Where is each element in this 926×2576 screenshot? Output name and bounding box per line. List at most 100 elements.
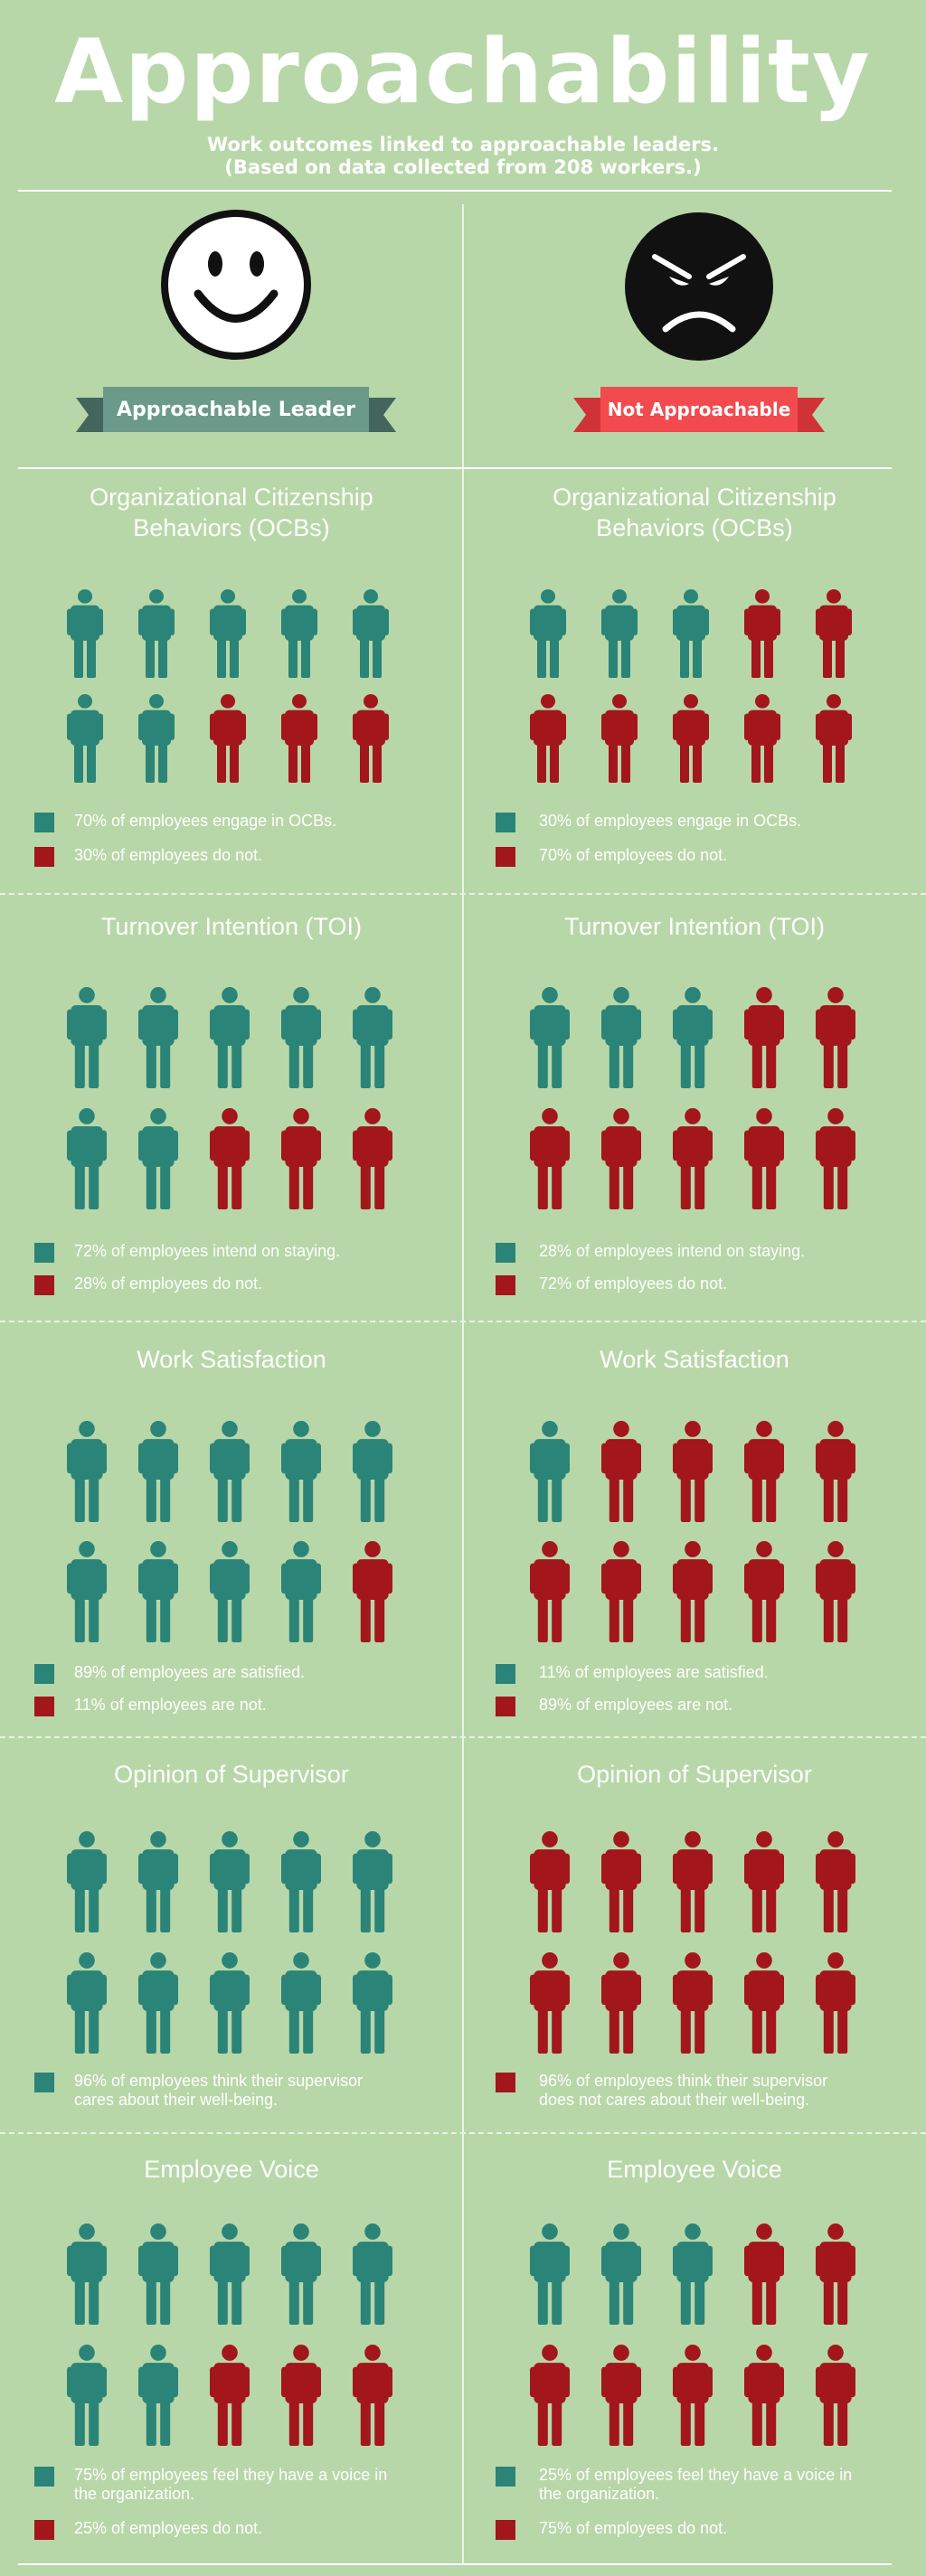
- legend-text: 28% of employees intend on staying.: [539, 1242, 910, 1261]
- legend-swatch-red: [34, 1275, 54, 1295]
- legend-text-line: 96% of employees think their supervisor: [539, 2072, 828, 2090]
- person-icon-red: [673, 1952, 713, 2054]
- person-icon-teal: [673, 589, 709, 678]
- legend-text-line: 75% of employees do not.: [539, 2519, 728, 2537]
- faces-divider: [18, 467, 892, 469]
- person-icon-teal: [138, 694, 175, 783]
- person-icon-teal: [353, 987, 392, 1088]
- section-divider: [0, 893, 926, 895]
- header: Approachability Work outcomes linked to …: [0, 0, 926, 190]
- person-icon-teal: [210, 2223, 250, 2325]
- section-divider: [0, 2132, 926, 2134]
- legend-swatch-red: [34, 2520, 54, 2540]
- person-icon-teal: [138, 987, 178, 1088]
- legend-text: 96% of employees think their supervisor c…: [74, 2072, 445, 2110]
- column-divider: [462, 204, 464, 2563]
- legend-text: 89% of employees are satisfied.: [74, 1663, 445, 1682]
- legend-text-line: 89% of employees are satisfied.: [74, 1663, 306, 1681]
- person-icon-red: [530, 1108, 570, 1209]
- page-subtitle: Work outcomes linked to approachable lea…: [0, 134, 926, 179]
- person-icon-red: [601, 1541, 641, 1642]
- person-icon-red: [281, 694, 317, 783]
- person-icon-teal: [281, 987, 321, 1088]
- person-icon-teal: [281, 1541, 321, 1642]
- person-icon-teal: [67, 1952, 107, 2054]
- section-title: Turnover Intention (TOI): [463, 911, 926, 942]
- person-icon-red: [744, 2345, 784, 2446]
- person-icon-teal: [67, 589, 103, 678]
- section-title: Opinion of Supervisor: [0, 1759, 463, 1790]
- ribbon-approachable: Approachable Leader: [76, 387, 396, 432]
- section-title-line: Organizational Citizenship: [90, 484, 373, 511]
- person-icon-teal: [210, 1421, 250, 1522]
- legend-swatch-red: [496, 847, 515, 867]
- legend-text: 75% of employees do not.: [539, 2519, 910, 2538]
- legend-text: 89% of employees are not.: [539, 1696, 910, 1715]
- person-icon-teal: [67, 1421, 107, 1522]
- section-title-line: Work Satisfaction: [600, 1346, 789, 1373]
- person-icon-red: [816, 1541, 855, 1642]
- person-icon-teal: [353, 1421, 392, 1522]
- person-icon-teal: [353, 1952, 392, 2054]
- legend-swatch-red: [496, 2073, 515, 2092]
- section-title-line: Employee Voice: [607, 2156, 782, 2183]
- person-icon-teal: [67, 987, 107, 1088]
- person-icon-teal: [67, 2223, 107, 2325]
- person-icon-red: [210, 2345, 250, 2446]
- person-icon-red: [816, 1108, 855, 1209]
- legend-text-line: 28% of employees do not.: [74, 1274, 263, 1293]
- person-icon-teal: [673, 2223, 713, 2325]
- legend-text: 25% of employees do not.: [74, 2519, 445, 2538]
- legend-text-line: 25% of employees feel they have a voice …: [539, 2466, 853, 2484]
- person-icon-red: [353, 1541, 392, 1642]
- person-icon-red: [673, 1421, 713, 1522]
- legend-text-line: the organization.: [539, 2485, 660, 2503]
- person-icon-red: [673, 694, 709, 783]
- section-title: Employee Voice: [463, 2154, 926, 2185]
- legend-text-line: 25% of employees do not.: [74, 2519, 263, 2537]
- smiley-face-icon: [161, 210, 311, 360]
- section-divider: [0, 1321, 926, 1322]
- footer-divider: [18, 2563, 892, 2565]
- section-title-line: Opinion of Supervisor: [114, 1761, 349, 1788]
- person-icon-teal: [67, 1831, 107, 1932]
- legend-text: 75% of employees feel they have a voice …: [74, 2466, 445, 2504]
- person-icon-red: [353, 694, 389, 783]
- legend-swatch-teal: [496, 1243, 515, 1263]
- header-divider: [18, 190, 892, 192]
- section-title: Employee Voice: [0, 2154, 463, 2185]
- section-title: Work Satisfaction: [463, 1344, 926, 1375]
- person-icon-teal: [281, 1952, 321, 2054]
- person-icon-teal: [210, 987, 250, 1088]
- person-icon-teal: [601, 987, 641, 1088]
- person-icon-teal: [210, 1831, 250, 1932]
- person-icon-red: [816, 1831, 855, 1932]
- legend-text: 70% of employees do not.: [539, 846, 910, 865]
- person-icon-teal: [530, 1421, 570, 1522]
- legend-swatch-red: [34, 1697, 54, 1716]
- section-title-line: Turnover Intention (TOI): [563, 913, 826, 940]
- legend-swatch-teal: [34, 1243, 54, 1263]
- ribbon-not-approachable-label: Not Approachable: [600, 387, 798, 432]
- page-title: Approachability: [54, 21, 872, 124]
- person-icon-red: [530, 1831, 570, 1932]
- section-divider: [0, 1736, 926, 1738]
- person-icon-teal: [353, 1831, 392, 1932]
- person-icon-red: [530, 694, 566, 783]
- person-icon-red: [530, 1952, 570, 2054]
- person-icon-teal: [281, 1831, 321, 1932]
- person-icon-red: [353, 2345, 392, 2446]
- section-title: Organizational Citizenship Behaviors (OCB…: [463, 482, 926, 543]
- person-icon-red: [673, 2345, 713, 2446]
- section-title: Turnover Intention (TOI): [0, 911, 463, 942]
- person-icon-teal: [138, 1421, 178, 1522]
- legend-swatch-teal: [496, 813, 515, 832]
- ribbon-not-approachable: Not Approachable: [573, 387, 825, 432]
- person-icon-red: [744, 1421, 784, 1522]
- legend-swatch-red: [496, 1275, 515, 1295]
- legend-text-line: 11% of employees are not.: [74, 1696, 267, 1714]
- person-icon-red: [744, 1108, 784, 1209]
- section-title-line: Organizational Citizenship: [553, 484, 836, 511]
- legend-text-line: the organization.: [74, 2485, 195, 2503]
- person-icon-teal: [210, 1952, 250, 2054]
